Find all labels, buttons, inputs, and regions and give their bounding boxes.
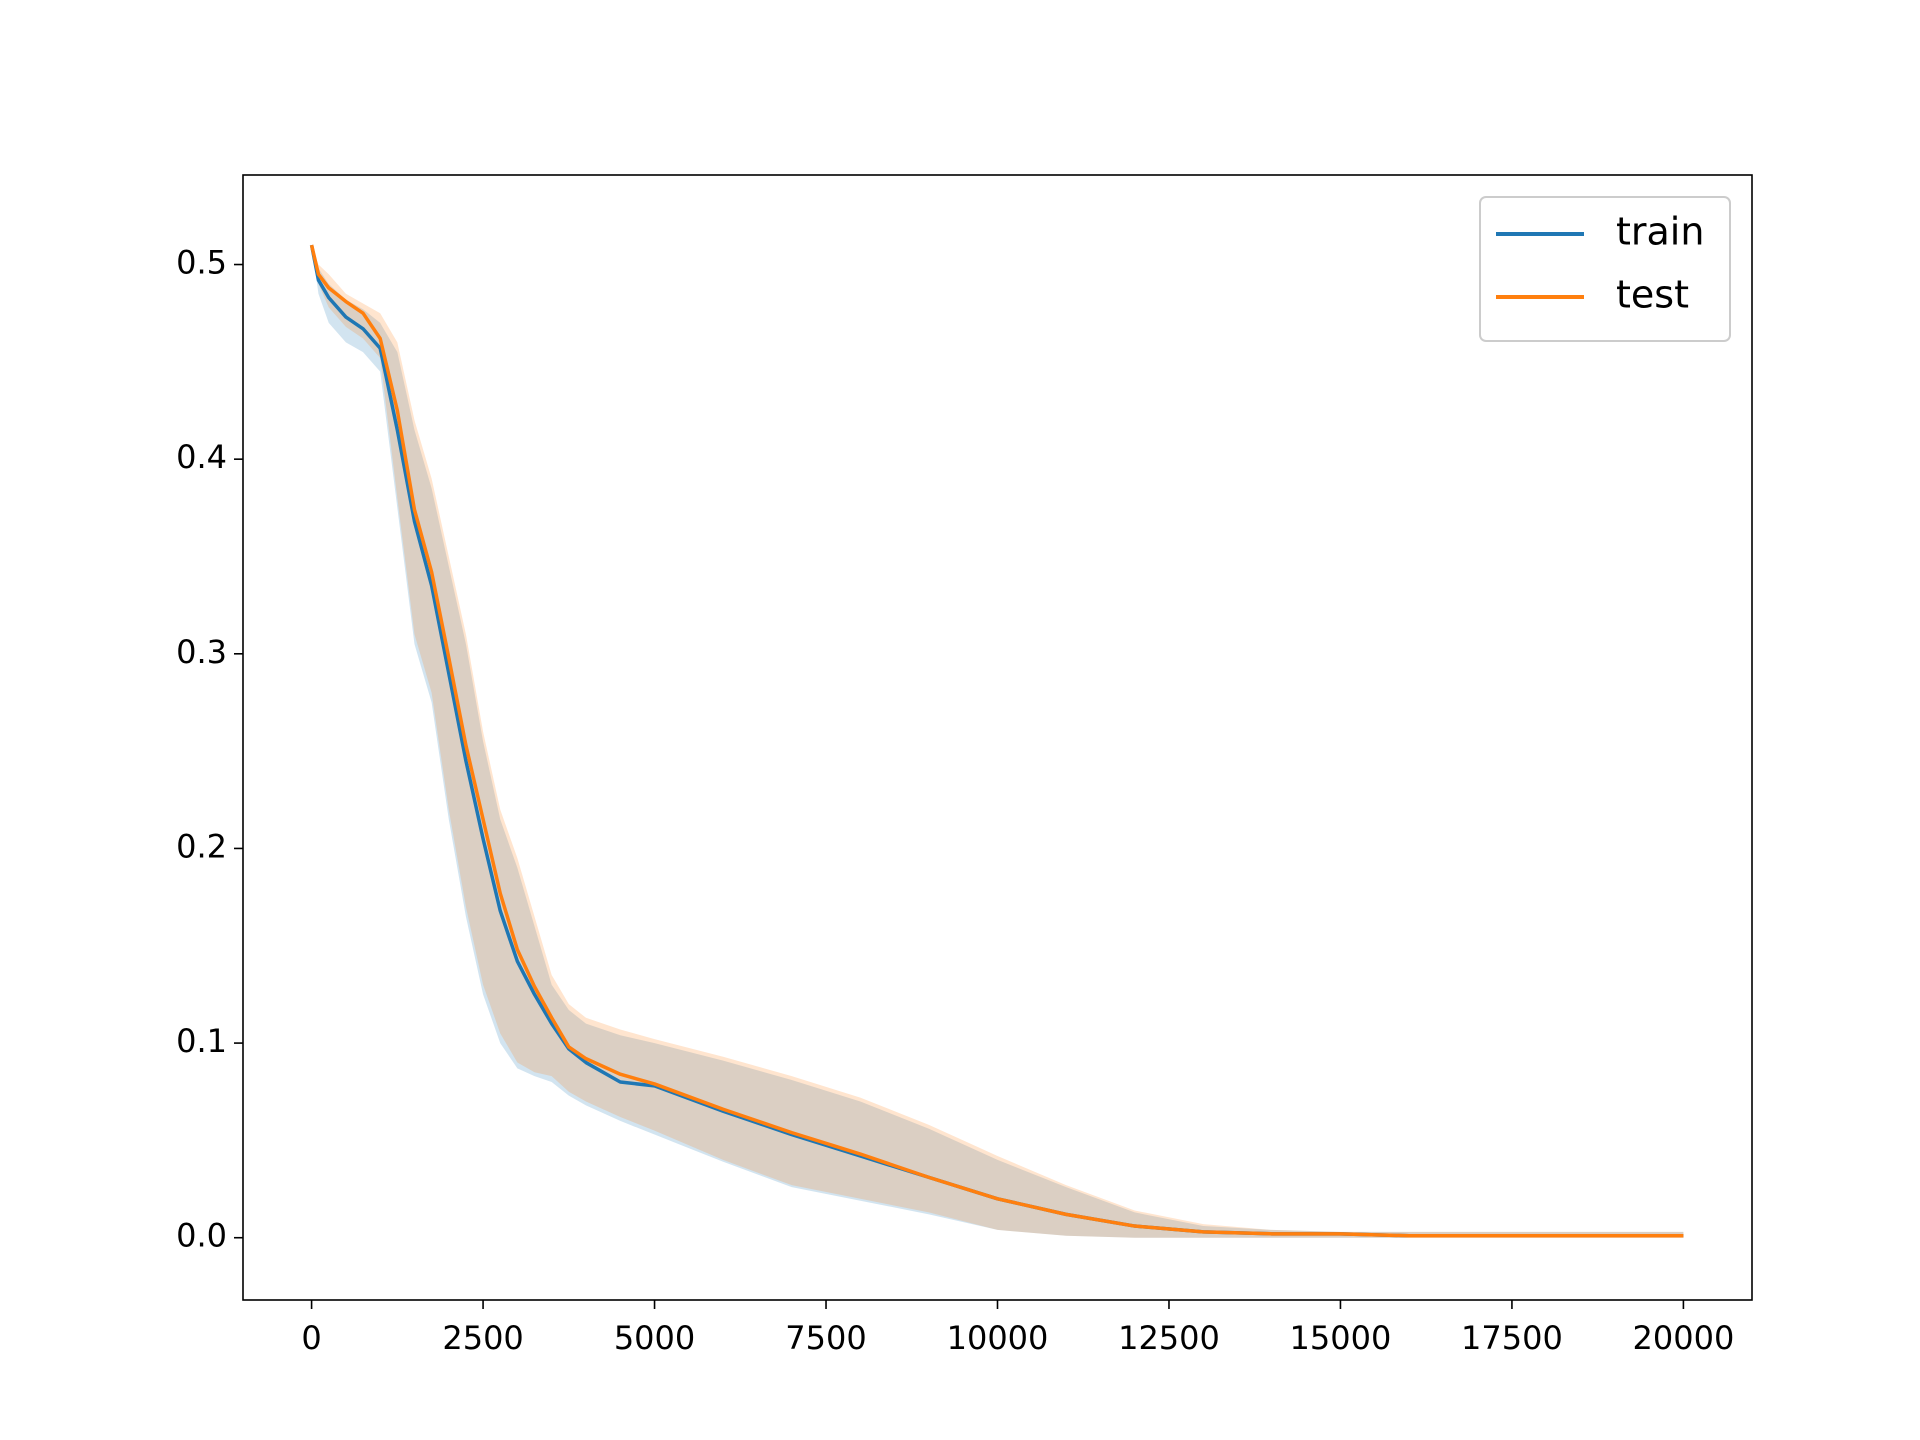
x-tick-label: 17500 bbox=[1461, 1319, 1563, 1357]
y-tick-label: 0.1 bbox=[176, 1022, 227, 1060]
x-tick-label: 2500 bbox=[442, 1319, 523, 1357]
legend-label: train bbox=[1616, 210, 1704, 254]
line bbox=[309, 244, 1684, 1238]
legend-label: test bbox=[1616, 273, 1689, 317]
x-tick-label: 15000 bbox=[1290, 1319, 1392, 1357]
x-tick-label: 20000 bbox=[1633, 1319, 1735, 1357]
x-tick-label: 7500 bbox=[785, 1319, 866, 1357]
y-tick-label: 0.0 bbox=[176, 1217, 227, 1255]
x-tick-label: 0 bbox=[301, 1319, 321, 1357]
y-tick-label: 0.5 bbox=[176, 244, 227, 282]
x-tick-label: 5000 bbox=[614, 1319, 695, 1357]
y-tick-label: 0.3 bbox=[176, 633, 227, 671]
y-tick-label: 0.2 bbox=[176, 827, 227, 865]
y-tick-label: 0.4 bbox=[176, 438, 227, 476]
x-tick-label: 12500 bbox=[1118, 1319, 1220, 1357]
x-tick-label: 10000 bbox=[947, 1319, 1049, 1357]
